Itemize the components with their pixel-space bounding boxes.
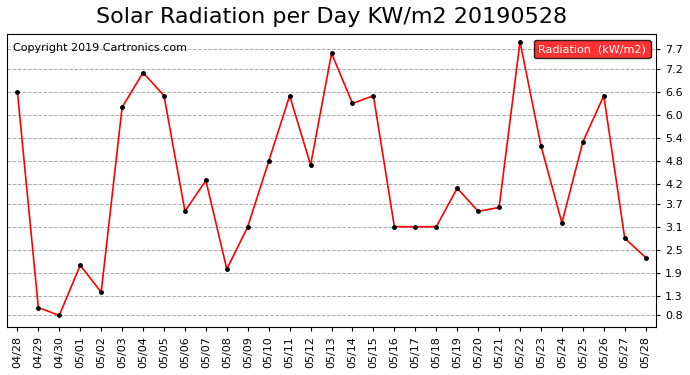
Text: Copyright 2019 Cartronics.com: Copyright 2019 Cartronics.com <box>13 43 188 53</box>
Title: Solar Radiation per Day KW/m2 20190528: Solar Radiation per Day KW/m2 20190528 <box>96 7 567 27</box>
Legend: Radiation  (kW/m2): Radiation (kW/m2) <box>534 40 651 58</box>
